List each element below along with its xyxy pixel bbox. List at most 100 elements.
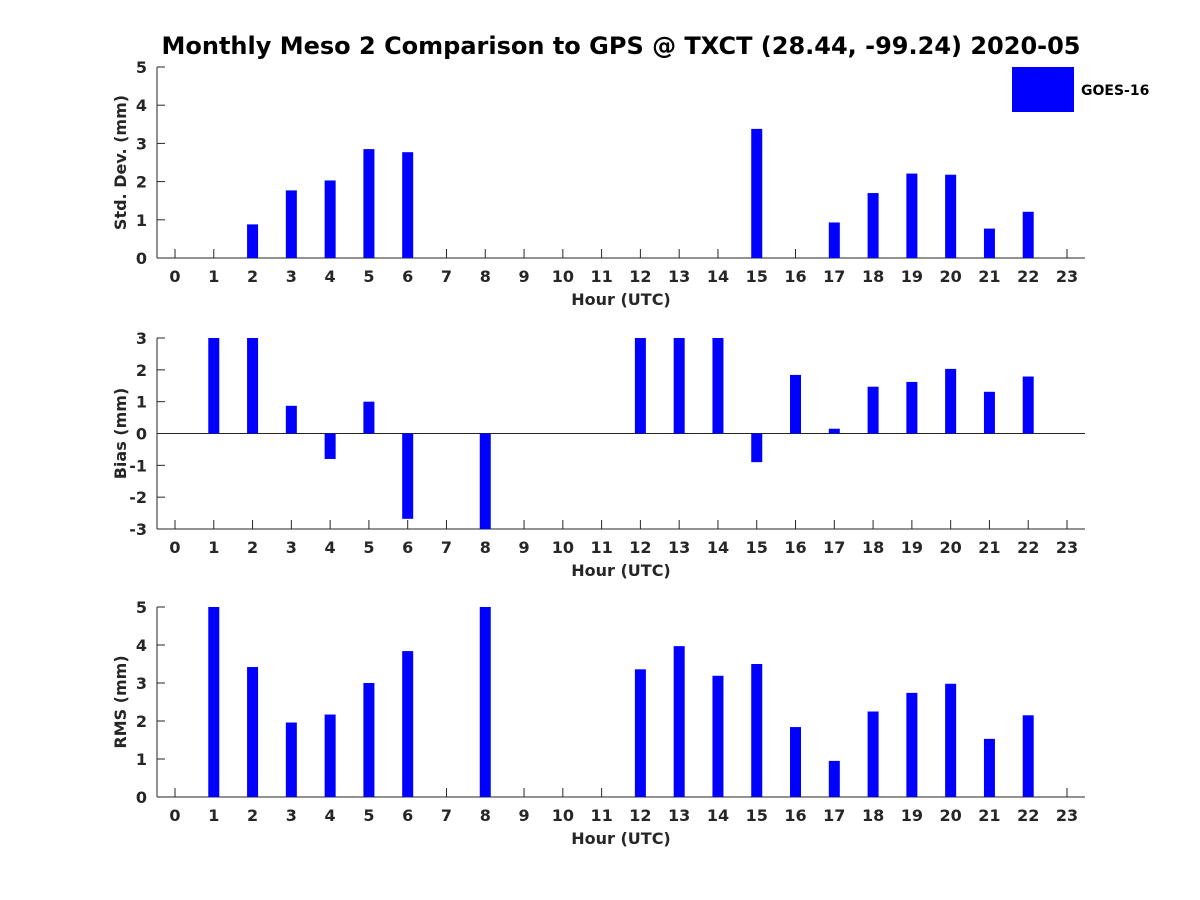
y-tick-label: 4 [136, 96, 147, 115]
x-tick-label: 13 [668, 538, 690, 557]
y-tick-label: 3 [136, 134, 147, 153]
bar-hour-18 [867, 386, 879, 434]
bar-hour-17 [828, 428, 840, 434]
x-tick-label: 5 [363, 806, 374, 825]
x-tick-label: 14 [707, 806, 729, 825]
x-tick-label: 5 [363, 538, 374, 557]
legend-label: GOES-16 [1081, 83, 1149, 99]
x-tick-label: 3 [286, 538, 297, 557]
x-tick-label: 1 [208, 806, 219, 825]
x-tick-label: 0 [169, 538, 180, 557]
x-tick-label: 9 [518, 806, 529, 825]
bar-hour-4 [324, 714, 336, 797]
x-tick-label: 18 [862, 806, 884, 825]
x-tick-label: 23 [1056, 267, 1078, 286]
y-tick-label: -1 [129, 456, 147, 475]
x-tick-label: 9 [518, 538, 529, 557]
bar-hour-22 [1022, 211, 1034, 258]
bar-hour-20 [945, 683, 957, 797]
bar-hour-19 [906, 381, 918, 434]
bar-hour-17 [828, 760, 840, 797]
y-tick-label: 0 [136, 425, 147, 444]
x-tick-label: 16 [784, 267, 806, 286]
x-tick-label: 16 [784, 806, 806, 825]
bar-hour-2 [247, 224, 259, 258]
bar-hour-3 [285, 405, 297, 434]
x-tick-label: 8 [480, 538, 491, 557]
bar-hour-17 [828, 222, 840, 258]
bar-hour-13 [673, 646, 685, 797]
chart-title: Monthly Meso 2 Comparison to GPS @ TXCT … [161, 32, 1080, 60]
bar-hour-5 [363, 401, 375, 434]
x-tick-label: 14 [707, 538, 729, 557]
y-tick-label: 0 [136, 249, 147, 268]
y-axis-label: Std. Dev. (mm) [111, 95, 130, 230]
bar-hour-13 [673, 338, 685, 434]
x-tick-label: 10 [552, 267, 574, 286]
bar-hour-21 [983, 228, 995, 258]
bar-hour-19 [906, 692, 918, 797]
y-tick-label: 5 [136, 598, 147, 617]
x-tick-label: 4 [325, 267, 336, 286]
x-tick-label: 9 [518, 267, 529, 286]
x-tick-label: 2 [247, 806, 258, 825]
x-tick-label: 6 [402, 806, 413, 825]
bar-hour-1 [208, 338, 220, 434]
x-tick-label: 19 [901, 267, 923, 286]
x-tick-label: 10 [552, 538, 574, 557]
x-tick-label: 12 [629, 806, 651, 825]
bar-hour-8 [479, 433, 491, 529]
y-tick-label: 1 [136, 211, 147, 230]
x-tick-label: 11 [590, 538, 612, 557]
y-tick-label: 5 [136, 58, 147, 77]
y-axis-label: RMS (mm) [111, 655, 130, 748]
bar-hour-2 [247, 338, 259, 434]
x-tick-label: 19 [901, 806, 923, 825]
y-tick-label: 3 [136, 674, 147, 693]
bar-hour-6 [402, 651, 414, 797]
bar-hour-22 [1022, 376, 1034, 434]
bar-hour-4 [324, 180, 336, 258]
x-tick-label: 2 [247, 538, 258, 557]
y-tick-label: 3 [136, 329, 147, 348]
x-tick-label: 17 [823, 267, 845, 286]
x-tick-label: 17 [823, 806, 845, 825]
x-tick-label: 21 [978, 267, 1000, 286]
x-tick-label: 4 [325, 806, 336, 825]
x-tick-label: 20 [940, 806, 962, 825]
x-tick-label: 1 [208, 538, 219, 557]
bar-hour-12 [634, 669, 646, 797]
x-tick-label: 20 [940, 267, 962, 286]
bar-hour-22 [1022, 715, 1034, 797]
bar-hour-15 [751, 433, 763, 463]
bar-hour-15 [751, 128, 763, 258]
bar-hour-8 [479, 607, 491, 797]
x-tick-label: 11 [590, 806, 612, 825]
y-tick-label: 2 [136, 173, 147, 192]
x-tick-label: 22 [1017, 267, 1039, 286]
x-tick-label: 4 [325, 538, 336, 557]
x-tick-label: 6 [402, 538, 413, 557]
bar-hour-18 [867, 711, 879, 797]
y-axis-label: Bias (mm) [111, 388, 130, 480]
bar-hour-20 [945, 368, 957, 434]
bar-hour-21 [983, 391, 995, 434]
bar-hour-20 [945, 174, 957, 258]
x-tick-label: 2 [247, 267, 258, 286]
x-tick-label: 18 [862, 267, 884, 286]
x-tick-label: 11 [590, 267, 612, 286]
x-tick-label: 21 [978, 806, 1000, 825]
x-tick-label: 23 [1056, 806, 1078, 825]
x-axis-label: Hour (UTC) [571, 561, 671, 580]
x-tick-label: 7 [441, 806, 452, 825]
bar-hour-19 [906, 173, 918, 258]
x-tick-label: 8 [480, 267, 491, 286]
x-axis-label: Hour (UTC) [571, 829, 671, 848]
y-tick-label: 2 [136, 361, 147, 380]
x-tick-label: 18 [862, 538, 884, 557]
y-tick-label: -3 [129, 520, 147, 539]
